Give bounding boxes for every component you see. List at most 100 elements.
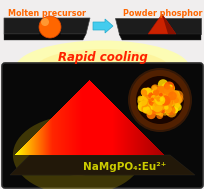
Circle shape (174, 101, 179, 107)
Polygon shape (135, 126, 136, 155)
Circle shape (153, 95, 160, 102)
Circle shape (164, 84, 170, 90)
Circle shape (173, 98, 178, 103)
Polygon shape (148, 139, 149, 155)
Polygon shape (141, 132, 142, 155)
Circle shape (153, 89, 163, 99)
Circle shape (147, 92, 154, 98)
Polygon shape (24, 145, 25, 155)
Circle shape (170, 94, 181, 105)
Circle shape (168, 84, 172, 88)
Circle shape (172, 91, 183, 101)
Circle shape (159, 87, 163, 90)
Polygon shape (35, 134, 36, 155)
Circle shape (161, 86, 165, 89)
Circle shape (157, 79, 167, 90)
Circle shape (156, 111, 161, 115)
Polygon shape (4, 34, 86, 40)
Polygon shape (163, 154, 164, 155)
Circle shape (144, 88, 151, 95)
Circle shape (161, 98, 172, 109)
Circle shape (158, 89, 164, 95)
Polygon shape (111, 102, 112, 155)
Polygon shape (81, 88, 82, 155)
Polygon shape (127, 118, 128, 155)
Polygon shape (125, 116, 126, 155)
Polygon shape (152, 143, 153, 155)
Polygon shape (43, 126, 44, 155)
Polygon shape (22, 147, 23, 155)
Polygon shape (120, 111, 121, 155)
Circle shape (156, 93, 165, 102)
Circle shape (159, 104, 165, 110)
Circle shape (174, 103, 179, 108)
Circle shape (151, 95, 155, 99)
Polygon shape (60, 109, 61, 155)
Circle shape (160, 95, 170, 106)
Circle shape (157, 100, 161, 105)
Circle shape (153, 94, 162, 103)
Circle shape (158, 93, 161, 96)
Circle shape (155, 96, 163, 104)
Circle shape (162, 96, 170, 103)
Polygon shape (118, 109, 119, 155)
Polygon shape (105, 96, 106, 155)
Polygon shape (110, 101, 111, 155)
Circle shape (154, 96, 164, 105)
Polygon shape (67, 102, 68, 155)
Circle shape (171, 107, 177, 113)
Circle shape (147, 109, 153, 115)
Polygon shape (72, 97, 73, 155)
Polygon shape (122, 113, 123, 155)
Circle shape (156, 99, 162, 105)
Circle shape (155, 97, 163, 104)
Polygon shape (139, 130, 140, 155)
Polygon shape (39, 130, 40, 155)
Circle shape (163, 81, 174, 92)
Polygon shape (100, 91, 101, 155)
Polygon shape (33, 136, 34, 155)
Circle shape (160, 83, 170, 93)
Circle shape (150, 92, 155, 98)
Polygon shape (145, 136, 146, 155)
Circle shape (173, 106, 177, 110)
Circle shape (155, 94, 161, 100)
Polygon shape (83, 86, 84, 155)
Polygon shape (138, 129, 139, 155)
Polygon shape (10, 155, 194, 175)
Polygon shape (10, 155, 194, 175)
Circle shape (154, 99, 162, 106)
Circle shape (153, 87, 161, 95)
Polygon shape (115, 106, 116, 155)
Polygon shape (17, 152, 18, 155)
Circle shape (141, 92, 149, 100)
Circle shape (154, 95, 164, 105)
Polygon shape (129, 120, 130, 155)
Circle shape (147, 97, 156, 106)
Polygon shape (66, 103, 67, 155)
Circle shape (155, 95, 164, 105)
Circle shape (155, 110, 158, 113)
Polygon shape (101, 92, 102, 155)
Circle shape (156, 97, 162, 102)
Polygon shape (92, 83, 93, 155)
Ellipse shape (33, 121, 122, 176)
Circle shape (142, 88, 146, 93)
Polygon shape (103, 94, 104, 155)
Circle shape (152, 91, 157, 95)
Polygon shape (140, 131, 141, 155)
Text: Powder phosphor: Powder phosphor (123, 9, 202, 18)
Circle shape (154, 104, 160, 110)
Circle shape (157, 98, 161, 102)
Circle shape (169, 98, 176, 105)
FancyBboxPatch shape (2, 63, 202, 188)
Text: Molten precursor: Molten precursor (8, 9, 86, 18)
Circle shape (167, 89, 174, 96)
Polygon shape (52, 117, 53, 155)
Polygon shape (38, 131, 39, 155)
Polygon shape (65, 104, 66, 155)
Polygon shape (160, 151, 161, 155)
Circle shape (165, 92, 174, 101)
Polygon shape (31, 138, 32, 155)
Circle shape (167, 91, 176, 100)
